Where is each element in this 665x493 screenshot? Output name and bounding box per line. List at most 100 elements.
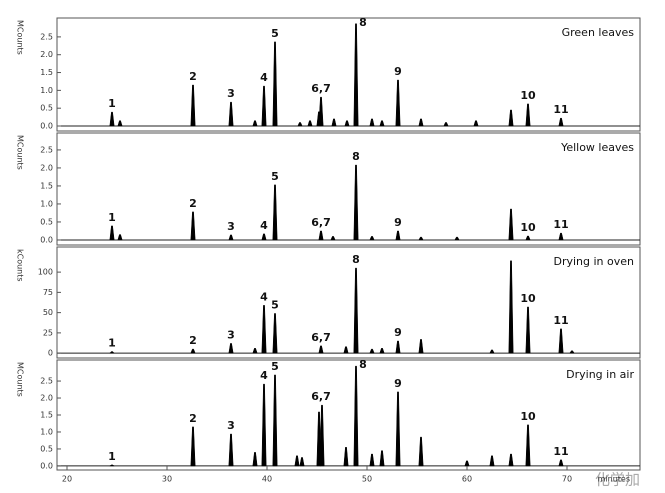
- peak: [508, 109, 514, 127]
- panel-frame: [56, 17, 641, 132]
- peak: [525, 306, 531, 354]
- peak-label: 6,7: [311, 216, 331, 229]
- peak: [353, 267, 359, 354]
- watermark: 化学加: [595, 471, 640, 489]
- y-tick-label: 0.5: [40, 217, 53, 226]
- peak: [252, 348, 258, 354]
- y-tick-label: 0.5: [40, 104, 53, 113]
- y-tick-label: 1.5: [40, 68, 53, 77]
- y-tick-label: 0.0: [40, 461, 53, 470]
- y-tick-label: 1.0: [40, 427, 53, 436]
- peak: [525, 103, 531, 127]
- peak: [508, 260, 514, 354]
- peak: [307, 120, 313, 127]
- y-tick-label: 2.5: [40, 145, 53, 154]
- peak: [318, 230, 324, 241]
- peak: [379, 120, 385, 127]
- peak: [464, 460, 470, 467]
- x-tick-label: 20: [62, 475, 72, 484]
- peak-label: 5: [271, 27, 279, 40]
- peak: [343, 447, 349, 467]
- peak-label: 2: [189, 197, 197, 210]
- peak: [109, 351, 115, 354]
- y-axis-label: MCounts: [16, 362, 25, 397]
- peak: [489, 349, 495, 354]
- peak-label: 10: [520, 410, 536, 423]
- peak-label: 1: [108, 337, 116, 350]
- peak-label: 11: [553, 218, 568, 231]
- peak: [261, 383, 267, 467]
- panel-frame: [56, 132, 641, 246]
- panel-title: Green leaves: [562, 26, 635, 39]
- y-tick-label: 2.5: [40, 377, 53, 386]
- peak: [109, 111, 115, 127]
- peak: [395, 230, 401, 241]
- peak-label: 9: [394, 377, 402, 390]
- peak-label: 4: [260, 290, 268, 303]
- peak: [369, 453, 375, 467]
- y-axis-label: MCounts: [16, 135, 25, 170]
- y-tick-label: 1.0: [40, 199, 53, 208]
- peak-label: 1: [108, 211, 116, 224]
- peak-label: 5: [271, 298, 279, 311]
- peak-label: 4: [260, 369, 268, 382]
- x-axis-label: minutes: [598, 475, 630, 484]
- panel-title: Drying in air: [566, 368, 634, 381]
- peak: [272, 313, 278, 354]
- peak-label: 4: [260, 219, 268, 232]
- peak: [443, 122, 449, 127]
- peak: [228, 433, 234, 467]
- peak: [344, 120, 350, 127]
- y-axis-label: kCounts: [16, 249, 25, 282]
- peak: [454, 236, 460, 241]
- x-tick-label: 70: [562, 475, 572, 484]
- peak: [190, 84, 196, 127]
- peak-label: 3: [227, 220, 235, 233]
- x-tick-label: 40: [262, 475, 272, 484]
- peak: [190, 211, 196, 241]
- peak-label: 8: [352, 253, 360, 266]
- peak-label: 5: [271, 360, 279, 373]
- x-tick-label: 50: [362, 475, 372, 484]
- panel-title: Yellow leaves: [560, 141, 634, 154]
- peak: [418, 436, 424, 467]
- peak: [272, 41, 278, 127]
- peak: [369, 236, 375, 241]
- peak: [369, 348, 375, 354]
- peak-label: 6,7: [311, 331, 331, 344]
- peak-label: 3: [227, 419, 235, 432]
- y-tick-label: 75: [43, 288, 53, 297]
- peak-label: 8: [359, 358, 367, 371]
- y-axis-label: MCounts: [16, 20, 25, 55]
- peak: [525, 424, 531, 467]
- y-tick-label: 1.0: [40, 86, 53, 95]
- peak: [418, 339, 424, 354]
- peak: [117, 120, 123, 127]
- x-tick-label: 60: [462, 475, 472, 484]
- peak: [395, 340, 401, 354]
- peak-label: 9: [394, 216, 402, 229]
- peak: [379, 450, 385, 467]
- peak-label: 2: [189, 70, 197, 83]
- peak: [109, 225, 115, 241]
- peak: [228, 234, 234, 241]
- peak: [395, 79, 401, 127]
- y-tick-label: 25: [43, 328, 53, 337]
- peak: [558, 459, 564, 467]
- peak: [558, 117, 564, 127]
- peak-label: 6,7: [311, 390, 331, 403]
- peak-label: 3: [227, 87, 235, 100]
- y-tick-label: 0.0: [40, 235, 53, 244]
- peak-label: 11: [553, 445, 568, 458]
- peak-label: 10: [520, 292, 536, 305]
- peak: [299, 457, 305, 467]
- y-tick-label: 2.0: [40, 163, 53, 172]
- y-tick-label: 1.5: [40, 411, 53, 420]
- peak-label: 8: [359, 16, 367, 29]
- peak: [272, 374, 278, 467]
- y-tick-label: 100: [38, 268, 53, 277]
- peak: [353, 365, 359, 467]
- peak: [353, 164, 359, 241]
- peak: [569, 350, 575, 354]
